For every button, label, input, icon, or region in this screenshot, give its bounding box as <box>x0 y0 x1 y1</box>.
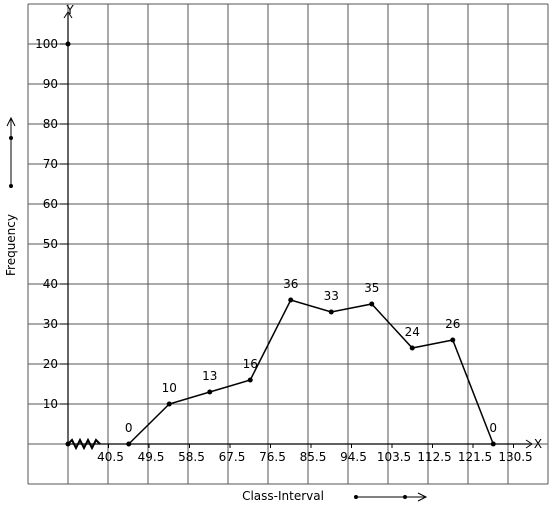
x-axis-name: X <box>534 437 542 451</box>
graph-paper <box>27 3 549 485</box>
x-tick-label: 103.5 <box>377 450 411 464</box>
y-tick-label: 80 <box>43 117 58 131</box>
y-tick-label: 50 <box>43 237 58 251</box>
x-tick-label: 85.5 <box>300 450 327 464</box>
x-tick-label: 49.5 <box>138 450 165 464</box>
x-tick-label: 94.5 <box>340 450 367 464</box>
x-tick-label: 67.5 <box>219 450 246 464</box>
y-tick-label: 90 <box>43 77 58 91</box>
frequency-polygon <box>128 299 494 445</box>
data-label: 0 <box>125 421 133 435</box>
data-point <box>166 401 172 407</box>
y-tick-label: 60 <box>43 197 58 211</box>
data-point <box>288 297 294 303</box>
data-point <box>369 301 375 307</box>
axis-point <box>65 41 71 47</box>
x-tick-label: 112.5 <box>417 450 451 464</box>
y-tick-label: 30 <box>43 317 58 331</box>
x-tick-label: 121.5 <box>458 450 492 464</box>
y-axis-name: Y <box>65 3 74 17</box>
x-tick-label: 130.5 <box>498 450 532 464</box>
axis-break <box>67 437 101 451</box>
y-tick-label: 70 <box>43 157 58 171</box>
data-label: 26 <box>445 317 460 331</box>
x-tick-label: 58.5 <box>178 450 205 464</box>
data-label: 10 <box>162 381 177 395</box>
data-label: 16 <box>243 357 258 371</box>
data-label: 0 <box>489 421 497 435</box>
data-point <box>247 377 253 383</box>
data-label: 36 <box>283 277 298 291</box>
y-tick-label: 100 <box>35 37 58 51</box>
y-tick-label: 10 <box>43 397 58 411</box>
data-label: 35 <box>364 281 379 295</box>
x-label-arrow <box>354 492 428 502</box>
data-point <box>126 441 132 447</box>
data-label: 13 <box>202 369 217 383</box>
x-tick-label: 76.5 <box>259 450 286 464</box>
x-axis-label: Class-Interval <box>242 489 324 503</box>
y-tick-label: 40 <box>43 277 58 291</box>
x-tick-label: 40.5 <box>97 450 124 464</box>
x-axis-arrow <box>525 439 533 449</box>
y-axis-label: Frequency <box>4 214 18 276</box>
data-point <box>490 441 496 447</box>
data-label: 33 <box>324 289 339 303</box>
y-label-arrow <box>6 116 16 188</box>
y-axis-arrow <box>63 11 73 19</box>
y-tick-label: 20 <box>43 357 58 371</box>
data-point <box>450 337 456 343</box>
data-point <box>328 309 334 315</box>
data-point <box>207 389 213 395</box>
data-point <box>409 345 415 351</box>
origin-point <box>65 441 71 447</box>
data-label: 24 <box>405 325 420 339</box>
